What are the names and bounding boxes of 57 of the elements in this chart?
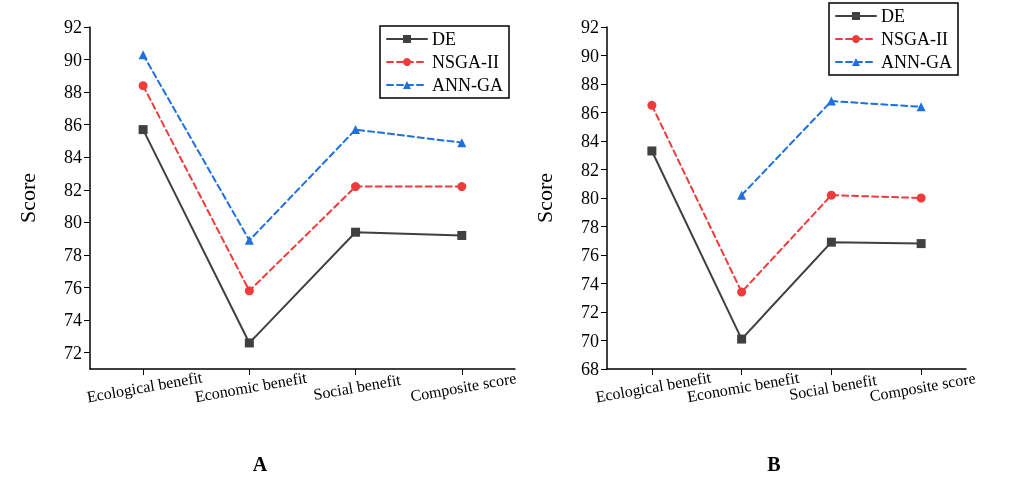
y-tick-label: 84 <box>581 131 599 151</box>
y-tick-label: 78 <box>64 245 82 265</box>
point <box>351 182 361 192</box>
point <box>826 96 836 106</box>
y-tick-label: 70 <box>581 330 599 351</box>
y-tick-label: 90 <box>64 49 82 70</box>
legend-label: NSGA-II <box>881 29 949 49</box>
point <box>737 334 747 344</box>
y-tick-label: 76 <box>64 277 82 298</box>
y-tick-label: 82 <box>64 179 82 200</box>
point <box>457 182 467 192</box>
point <box>138 81 148 91</box>
y-tick-label: 86 <box>581 102 599 123</box>
y-tick-label: 92 <box>64 17 82 37</box>
point <box>826 190 836 200</box>
point <box>647 146 657 156</box>
point <box>138 50 148 60</box>
y-tick-label: 72 <box>64 342 82 363</box>
point <box>244 235 254 245</box>
y-axis-title: Score <box>531 172 557 224</box>
y-tick-label: 90 <box>581 45 599 66</box>
y-tick-label: 74 <box>581 273 599 294</box>
y-tick-label: 82 <box>581 159 599 180</box>
point <box>826 237 836 247</box>
legend-label: DE <box>432 29 457 49</box>
point <box>647 100 657 110</box>
point <box>916 193 926 203</box>
point <box>244 338 254 348</box>
point <box>351 227 361 237</box>
y-tick-label: 74 <box>64 310 82 331</box>
y-tick-label: 76 <box>581 245 599 265</box>
y-tick-label: 92 <box>581 17 599 37</box>
y-tick-label: 84 <box>64 147 82 168</box>
y-tick-label: 86 <box>64 114 82 135</box>
y-tick-label: 80 <box>64 212 82 233</box>
x-tick-label: Composite score <box>408 369 518 406</box>
legend-label: DE <box>881 6 906 26</box>
y-tick-label: 88 <box>581 74 599 94</box>
y-tick-label: 88 <box>64 82 82 103</box>
legend-label: NSGA-II <box>432 52 500 72</box>
point <box>916 239 926 249</box>
point <box>457 230 467 240</box>
point <box>737 287 747 297</box>
text: B <box>767 453 781 475</box>
y-axis-title: Score <box>14 172 40 224</box>
point <box>138 125 148 135</box>
y-tick-label: 72 <box>581 302 599 322</box>
y-tick-label: 78 <box>581 216 599 237</box>
point <box>737 190 747 200</box>
x-tick-label: Social benefit <box>311 370 403 403</box>
point <box>351 125 361 135</box>
legend-label: ANN-GA <box>432 75 504 95</box>
text: A <box>252 453 268 475</box>
y-tick-label: 80 <box>581 188 599 208</box>
y-tick-label: 68 <box>581 359 599 379</box>
legend-label: ANN-GA <box>881 52 953 72</box>
point <box>244 286 254 296</box>
